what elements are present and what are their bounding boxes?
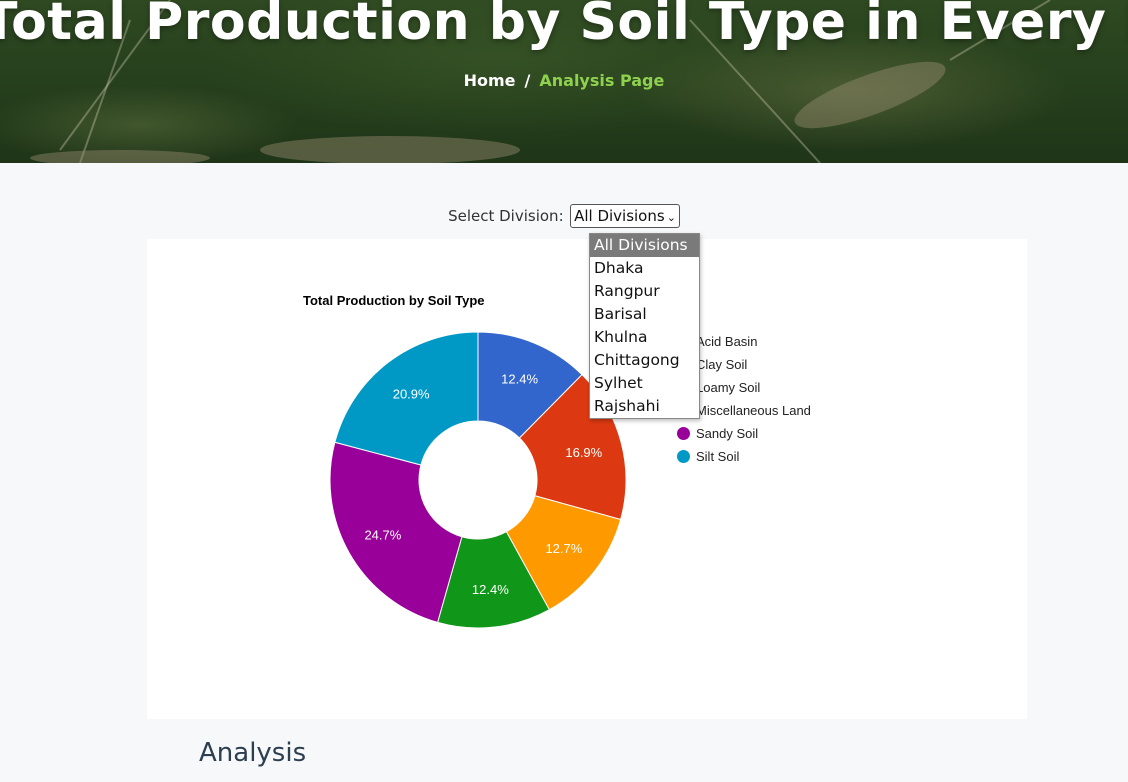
hero-background-image [30,0,1051,163]
division-select-value: All Divisions [574,207,665,225]
chevron-down-icon: ⌄ [666,211,676,224]
slice-label: 12.4% [472,582,509,597]
division-dropdown-list: All Divisions Dhaka Rangpur Barisal Khulna Ch… [589,233,700,419]
dropdown-option-chittagong[interactable]: Chittagong [594,351,680,369]
chart-title: Total Production by Soil Type [303,293,485,308]
legend-label: Silt Soil [696,449,740,464]
division-select[interactable]: All Divisions ⌄ [570,204,680,228]
dropdown-option-khulna[interactable]: Khulna [594,328,648,346]
pie-slice-sandy-soil[interactable] [329,441,463,623]
legend-label: Loamy Soil [696,380,761,395]
page-title: Total Production by Soil Type in Every D… [0,0,1128,52]
division-select-label: Select Division: [448,207,564,225]
legend-item[interactable]: Sandy Soil [677,422,811,445]
division-filter: Select Division: All Divisions ⌄ [0,204,1128,228]
legend-swatch [677,427,690,440]
slice-label: 24.7% [364,527,401,542]
legend-item[interactable]: Silt Soil [677,445,811,468]
legend-label: Miscellaneous Land [696,403,811,418]
pie-slice-silt-soil[interactable] [334,331,479,466]
analysis-heading: Analysis [199,738,307,768]
breadcrumb-current: Analysis Page [539,71,665,90]
dropdown-option-rajshahi[interactable]: Rajshahi [594,397,660,415]
slice-label: 16.9% [565,445,602,460]
dropdown-option-dhaka[interactable]: Dhaka [594,259,644,277]
breadcrumb: Home / Analysis Page [0,71,1128,90]
hero-banner: Total Production by Soil Type in Every D… [0,0,1128,163]
legend-label: Clay Soil [696,357,748,372]
breadcrumb-home-link[interactable]: Home [463,71,516,90]
dropdown-option-sylhet[interactable]: Sylhet [594,374,643,392]
dropdown-option-barisal[interactable]: Barisal [594,305,647,323]
dropdown-option-rangpur[interactable]: Rangpur [594,282,660,300]
slice-label: 12.7% [545,541,582,556]
slice-label: 20.9% [393,386,430,401]
dropdown-option-all-divisions[interactable]: All Divisions [590,234,699,257]
chart-legend: Acid Basin Clay Soil Loamy Soil Miscellaneo… [677,330,811,468]
slice-label: 12.4% [501,372,538,387]
legend-label: Acid Basin [696,334,758,349]
legend-label: Sandy Soil [696,426,759,441]
legend-swatch [677,450,690,463]
breadcrumb-separator: / [524,71,531,90]
